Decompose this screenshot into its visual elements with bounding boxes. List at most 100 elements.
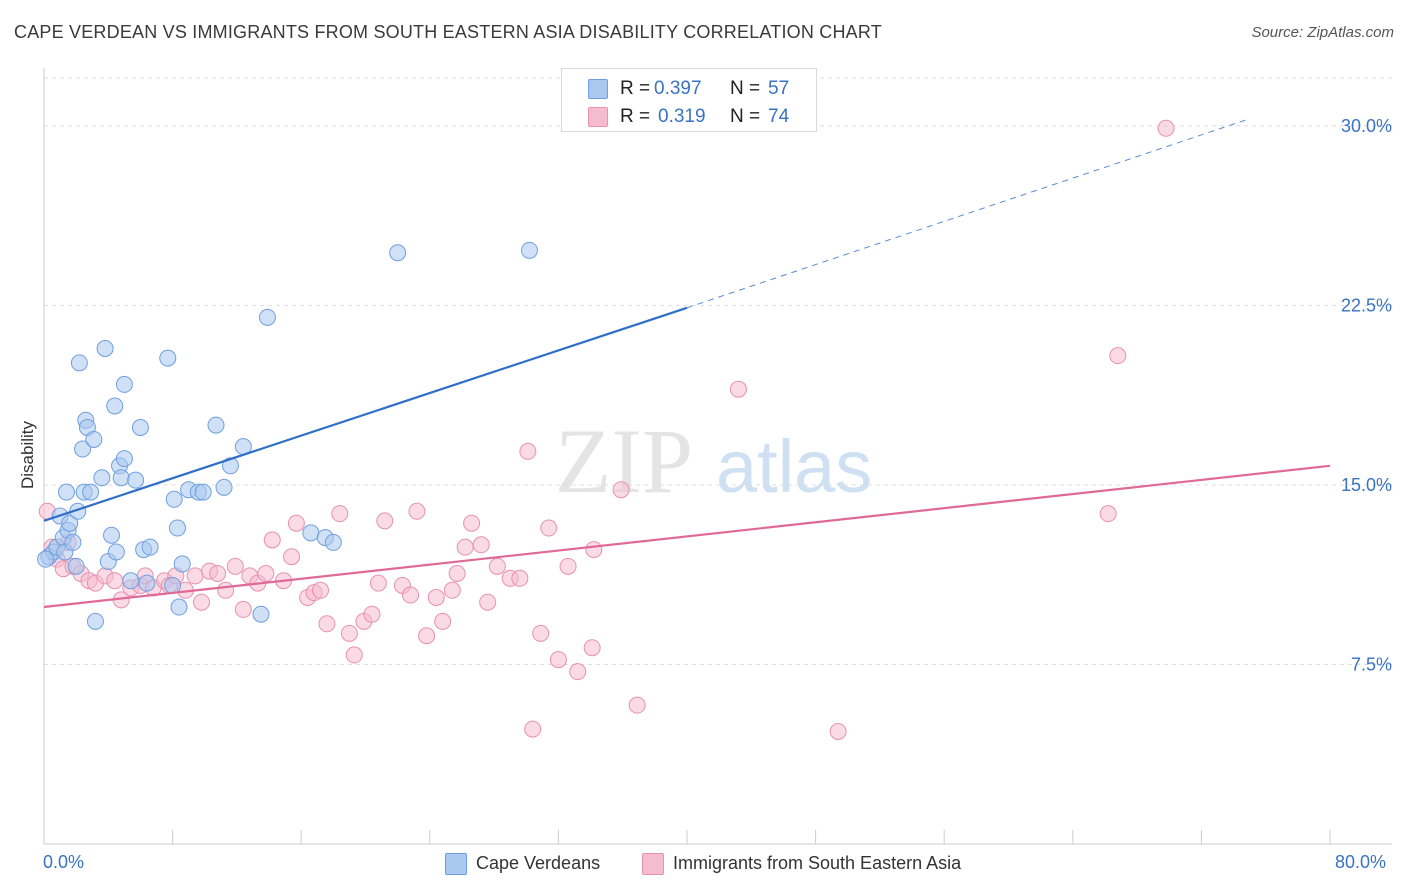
pink-point xyxy=(311,581,329,599)
blue-point xyxy=(138,574,156,592)
source-credit: Source: ZipAtlas.com xyxy=(1251,24,1394,41)
blue-point xyxy=(165,490,183,508)
pink-point xyxy=(519,442,537,460)
pink-point xyxy=(456,538,474,556)
pink-point xyxy=(402,586,420,604)
blue-point xyxy=(221,457,239,475)
blue-swatch xyxy=(445,853,467,875)
pink-point xyxy=(186,567,204,585)
pink-point xyxy=(1099,505,1117,523)
r-value: 0.397 xyxy=(654,78,702,99)
pink-point xyxy=(263,531,281,549)
y-tick-label: 30.0% xyxy=(1341,116,1392,136)
legend-row-immigrants: R = 0.319 N = 74 xyxy=(562,101,816,129)
x-tick-min: 0.0% xyxy=(43,852,85,872)
pink-point xyxy=(532,624,550,642)
legend-label: Immigrants from South Eastern Asia xyxy=(673,853,962,873)
blue-point xyxy=(64,533,82,551)
blue-point xyxy=(168,519,186,537)
pink-point xyxy=(209,565,227,583)
pink-point xyxy=(418,627,436,645)
correlation-legend: R = 0.397 N = 57 R = 0.319 N = 74 xyxy=(561,68,817,132)
blue-point xyxy=(107,543,125,561)
pink-point xyxy=(408,502,426,520)
n-value: 57 xyxy=(768,78,790,99)
axes xyxy=(43,68,1392,845)
n-label: N = xyxy=(730,78,761,99)
blue-point xyxy=(112,469,130,487)
pink-point xyxy=(524,720,542,738)
blue-point xyxy=(106,397,124,415)
r-label: R = xyxy=(620,78,651,99)
pink-point xyxy=(318,615,336,633)
pink-point xyxy=(829,722,847,740)
blue-point xyxy=(85,430,103,448)
blue-series-points xyxy=(37,241,538,630)
r-label: R = xyxy=(620,106,651,127)
blue-point xyxy=(61,514,79,532)
pink-point xyxy=(559,557,577,575)
pink-point xyxy=(283,548,301,566)
blue-point xyxy=(93,469,111,487)
blue-point xyxy=(252,605,270,623)
pink-point xyxy=(340,624,358,642)
blue-point xyxy=(194,483,212,501)
pink-point xyxy=(427,588,445,606)
blue-point xyxy=(115,375,133,393)
blue-point xyxy=(70,354,88,372)
blue-point xyxy=(122,572,140,590)
blue-trend-line xyxy=(43,306,688,522)
r-value: 0.319 xyxy=(658,106,706,127)
blue-point xyxy=(82,483,100,501)
pink-point xyxy=(106,572,124,590)
trend-lines xyxy=(43,118,1331,609)
blue-point xyxy=(141,538,159,556)
blue-point xyxy=(389,244,407,262)
pink-point xyxy=(345,646,363,664)
pink-swatch xyxy=(642,853,664,875)
y-tick-labels: 7.5% 15.0% 22.5% 30.0% xyxy=(1341,116,1392,675)
x-tick-max: 80.0% xyxy=(1335,852,1387,872)
watermark-atlas: atlas xyxy=(716,425,872,508)
pink-point xyxy=(549,651,567,669)
pink-point xyxy=(1109,347,1127,365)
pink-point xyxy=(463,514,481,532)
y-tick-label: 7.5% xyxy=(1351,654,1392,674)
pink-point xyxy=(369,574,387,592)
blue-point xyxy=(215,478,233,496)
blue-trend-extension xyxy=(686,118,1250,309)
blue-point xyxy=(58,483,76,501)
blue-point xyxy=(37,550,55,568)
blue-point xyxy=(207,416,225,434)
blue-swatch xyxy=(588,79,608,99)
blue-point xyxy=(96,339,114,357)
blue-point xyxy=(103,526,121,544)
pink-point xyxy=(331,505,349,523)
y-tick-label: 22.5% xyxy=(1341,295,1392,315)
pink-point xyxy=(234,600,252,618)
blue-point xyxy=(173,555,191,573)
pink-point xyxy=(569,663,587,681)
blue-point xyxy=(67,557,85,575)
pink-point xyxy=(729,380,747,398)
pink-point xyxy=(585,541,603,559)
n-value: 74 xyxy=(768,106,790,127)
blue-point xyxy=(324,533,342,551)
blue-point xyxy=(131,418,149,436)
pink-point xyxy=(287,514,305,532)
pink-point xyxy=(612,481,630,499)
blue-point xyxy=(258,308,276,326)
blue-point xyxy=(164,576,182,594)
pink-point xyxy=(193,593,211,611)
pink-point xyxy=(488,557,506,575)
blue-point xyxy=(302,524,320,542)
blue-point xyxy=(170,598,188,616)
n-label: N = xyxy=(730,106,761,127)
pink-point xyxy=(472,536,490,554)
pink-point xyxy=(479,593,497,611)
pink-point xyxy=(434,612,452,630)
pink-point xyxy=(448,565,466,583)
blue-point xyxy=(520,241,538,259)
pink-point xyxy=(583,639,601,657)
